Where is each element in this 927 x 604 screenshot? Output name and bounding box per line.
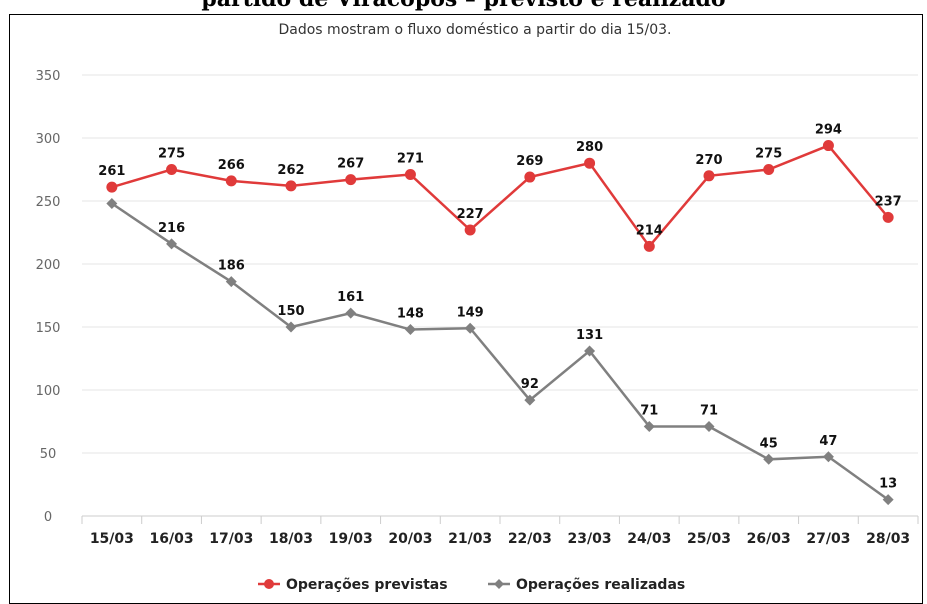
data-point[interactable] <box>882 211 894 223</box>
legend-label: Operações previstas <box>286 577 448 593</box>
chart-frame <box>9 14 923 604</box>
data-point[interactable] <box>106 198 118 210</box>
x-tick-label: 19/03 <box>329 531 373 547</box>
data-label: 267 <box>337 157 364 172</box>
data-label: 214 <box>636 223 663 238</box>
data-point[interactable] <box>524 394 536 406</box>
data-label: 269 <box>516 154 543 169</box>
x-tick-label: 23/03 <box>568 531 612 547</box>
legend-item-realizadas[interactable]: Operações realizadas <box>488 577 685 593</box>
x-tick-label: 17/03 <box>209 531 253 547</box>
data-label: 227 <box>457 207 484 222</box>
y-tick-label: 100 <box>36 384 61 399</box>
y-tick-label: 150 <box>36 321 61 336</box>
grid <box>82 74 918 517</box>
y-tick-label: 300 <box>36 132 61 147</box>
data-label: 261 <box>98 164 125 179</box>
data-label: 275 <box>755 147 782 162</box>
data-point[interactable] <box>703 421 715 433</box>
x-tick-label: 24/03 <box>627 531 671 547</box>
data-point[interactable] <box>225 175 237 187</box>
data-label: 266 <box>218 158 245 173</box>
data-point[interactable] <box>524 171 536 183</box>
x-tick-label: 16/03 <box>150 531 194 547</box>
data-point[interactable] <box>703 170 715 182</box>
x-tick-label: 21/03 <box>448 531 492 547</box>
data-label: 161 <box>337 290 364 305</box>
data-point[interactable] <box>166 164 178 175</box>
x-tick-label: 18/03 <box>269 531 313 547</box>
series-line <box>111 144 890 249</box>
data-point[interactable] <box>882 494 894 506</box>
data-label: 148 <box>397 307 424 322</box>
data-label: 45 <box>760 436 778 451</box>
data-label: 186 <box>218 259 245 274</box>
data-point[interactable] <box>464 322 476 334</box>
data-point[interactable] <box>584 345 596 357</box>
data-label: 131 <box>576 328 603 343</box>
series-previstas: 261 275 266 262 267 271 227 269 280 214 270 275 294 2… <box>98 123 902 252</box>
data-label: 271 <box>397 152 424 167</box>
data-label: 270 <box>695 153 722 168</box>
legend[interactable]: Operações previstas Operações realizadas <box>258 577 685 593</box>
data-label: 92 <box>521 377 539 392</box>
data-point[interactable] <box>584 157 596 169</box>
data-point[interactable] <box>643 421 655 433</box>
chart-title: partido de Viracopos – previsto e realiz… <box>0 0 927 12</box>
data-point[interactable] <box>643 240 655 252</box>
x-axis: 15/03 16/03 17/03 18/03 19/03 20/03 21/03 22/03… <box>81 516 919 547</box>
series-group: 261 275 266 262 267 271 227 269 280 214 270 275 294 2… <box>98 123 902 506</box>
y-tick-label: 200 <box>36 258 61 273</box>
data-label: 71 <box>640 404 658 419</box>
x-tick-label: 28/03 <box>866 531 910 547</box>
data-point[interactable] <box>225 276 237 288</box>
data-point[interactable] <box>822 140 834 152</box>
data-label: 262 <box>277 163 304 178</box>
x-tick-label: 15/03 <box>90 531 134 547</box>
legend-marker-diamond-icon <box>494 579 504 589</box>
data-label: 280 <box>576 140 603 155</box>
x-tick-label: 26/03 <box>747 531 791 547</box>
data-label: 150 <box>277 304 304 319</box>
data-point[interactable] <box>822 451 834 463</box>
data-point[interactable] <box>166 238 178 250</box>
data-label: 13 <box>879 477 897 492</box>
chart-subtitle: Dados mostram o fluxo doméstico a partir… <box>279 22 672 38</box>
data-point[interactable] <box>404 324 416 336</box>
data-point[interactable] <box>763 453 775 465</box>
data-point[interactable] <box>285 180 297 192</box>
data-label: 149 <box>457 305 484 320</box>
data-point[interactable] <box>345 307 357 319</box>
x-tick-label: 22/03 <box>508 531 552 547</box>
series-realizadas: 216 186 150 161 148 149 92 131 71 71 45 47 13 <box>106 198 897 506</box>
data-label: 294 <box>815 123 842 138</box>
data-label: 237 <box>875 194 902 209</box>
legend-label: Operações realizadas <box>516 577 685 593</box>
series-line <box>111 202 889 501</box>
y-tick-label: 0 <box>44 510 52 525</box>
data-point[interactable] <box>106 181 118 193</box>
data-point[interactable] <box>464 224 476 236</box>
legend-marker-circle-icon <box>264 579 274 589</box>
data-point[interactable] <box>285 321 297 333</box>
data-label: 275 <box>158 147 185 162</box>
y-axis: 0 50 100 150 200 250 300 350 <box>36 69 61 525</box>
x-tick-label: 27/03 <box>806 531 850 547</box>
legend-item-previstas[interactable]: Operações previstas <box>258 577 448 593</box>
data-label: 71 <box>700 404 718 419</box>
x-tick-label: 25/03 <box>687 531 731 547</box>
data-point[interactable] <box>404 169 416 181</box>
y-tick-label: 350 <box>36 69 61 84</box>
x-tick-label: 20/03 <box>388 531 432 547</box>
data-point[interactable] <box>345 174 357 186</box>
y-tick-label: 250 <box>36 195 61 210</box>
data-label: 216 <box>158 221 185 236</box>
data-point[interactable] <box>763 164 775 175</box>
data-label: 47 <box>819 434 837 449</box>
y-tick-label: 50 <box>40 447 57 462</box>
